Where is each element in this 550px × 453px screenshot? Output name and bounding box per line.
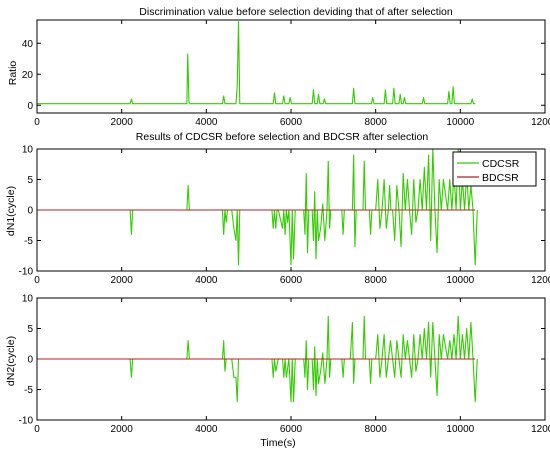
dn1-panel: Results of CDCSR before selection and BD…: [5, 131, 550, 286]
dn2-panel-ytick-label: -10: [19, 416, 34, 427]
dn2-panel-xtick-label: 12000: [531, 424, 550, 435]
dn2-panel-ylabel: dN2(cycle): [5, 336, 17, 386]
ratio-panel-ytick-label: 20: [22, 70, 34, 81]
dn2-panel-series-line-main: [37, 315, 478, 403]
legend-label-cdcsr: CDCSR: [482, 158, 520, 170]
ratio-panel-series-line-main: [37, 20, 476, 105]
dn1-panel-title: Results of CDCSR before selection and BD…: [136, 131, 429, 143]
ratio-panel-xtick-label: 6000: [280, 117, 303, 128]
dn2-panel-xtick-label: 0: [34, 424, 40, 435]
dn1-panel-xtick-label: 12000: [531, 275, 550, 286]
ratio-panel-frame: [36, 19, 546, 114]
dn2-panel-xtick-label: 8000: [365, 424, 388, 435]
dn1-panel-xtick-label: 0: [34, 275, 40, 286]
dn2-panel-xtick-label: 6000: [280, 424, 303, 435]
ratio-panel-title: Discrimination value before selection de…: [139, 6, 453, 18]
dn1-panel-xtick-label: 8000: [365, 275, 388, 286]
ratio-panel-xtick-label: 0: [34, 117, 40, 128]
ratio-panel-xtick-label: 12000: [531, 117, 550, 128]
legend-box: [452, 151, 537, 187]
ratio-panel-ytick-label: 0: [27, 101, 33, 112]
dn1-panel-xtick-label: 4000: [195, 275, 218, 286]
dn2-panel-ytick-label: -5: [24, 385, 33, 396]
dn2-panel: dN2(cycle) Time(s) 0 2000 4000 6000 8000 1000…: [5, 294, 550, 450]
dn2-panel-xlabel: Time(s): [260, 437, 295, 449]
ratio-panel-xtick-label: 4000: [195, 117, 218, 128]
dn2-panel-xtick-label: 10000: [446, 424, 474, 435]
dn1-panel-frame: [36, 148, 546, 272]
dn1-panel-ylabel: dN1(cycle): [5, 186, 17, 236]
ratio-panel-xtick-label: 2000: [111, 117, 134, 128]
ratio-panel-yticks: 0 20 40: [22, 39, 545, 112]
dn1-panel-xtick-label: 10000: [446, 275, 474, 286]
dn2-panel-xticks: 0 2000 4000 6000 8000 10000 12000: [34, 298, 550, 435]
dn1-panel-ytick-label: -10: [19, 267, 34, 278]
ratio-panel-xtick-label: 10000: [446, 117, 474, 128]
dn1-panel-ytick-label: -5: [24, 236, 33, 247]
ratio-panel-ylabel: Ratio: [7, 61, 19, 86]
dn1-panel-xtick-label: 6000: [280, 275, 303, 286]
dn2-panel-xtick-label: 4000: [195, 424, 218, 435]
dn1-panel-ytick-label: 5: [27, 175, 33, 186]
dn2-panel-frame: [36, 297, 546, 421]
legend: CDCSR BDCSR: [452, 151, 537, 187]
dn1-panel-ytick-label: 10: [22, 145, 34, 156]
dn1-panel-xtick-label: 2000: [111, 275, 134, 286]
dn1-panel-series: [37, 148, 478, 266]
dn2-panel-series: [37, 315, 478, 403]
dn1-panel-series-line-cdcsr: [37, 148, 478, 266]
dn2-panel-ytick-label: 0: [27, 355, 33, 366]
dn1-panel-xticks: 0 2000 4000 6000 8000 10000 12000: [34, 149, 550, 286]
ratio-panel-xtick-label: 8000: [365, 117, 388, 128]
ratio-panel-series: [37, 20, 476, 105]
ratio-panel-ytick-label: 40: [22, 39, 34, 50]
dn2-panel-ytick-label: 10: [22, 294, 34, 305]
ratio-panel: Discrimination value before selection de…: [7, 6, 550, 128]
dn2-panel-xtick-label: 2000: [111, 424, 134, 435]
dn2-panel-ytick-label: 5: [27, 324, 33, 335]
legend-label-bdcsr: BDCSR: [482, 172, 519, 184]
dn1-panel-ytick-label: 0: [27, 206, 33, 217]
